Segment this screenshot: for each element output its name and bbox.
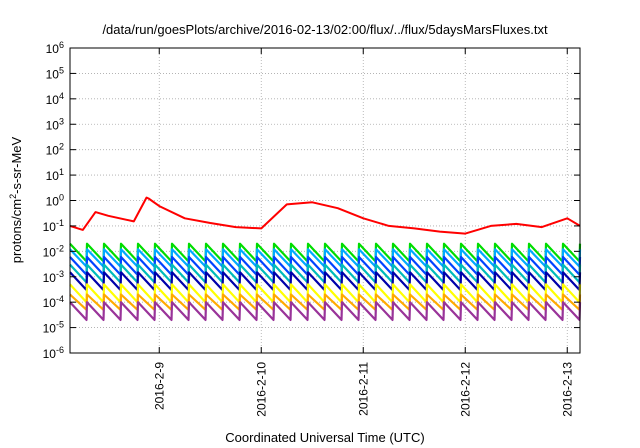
x-tick-label: 2016-2-10 bbox=[254, 362, 268, 417]
y-axis-label-sup: 2 bbox=[8, 194, 18, 199]
x-tick-label: 2016-2-12 bbox=[458, 362, 472, 417]
y-axis-label-base: protons/cm bbox=[9, 199, 24, 263]
y-tick-label: 10-1 bbox=[43, 218, 64, 234]
y-tick-label: 105 bbox=[46, 65, 64, 81]
series-line-1 bbox=[69, 196, 581, 235]
chart-title: /data/run/goesPlots/archive/2016-02-13/0… bbox=[102, 22, 548, 37]
x-tick-label: 2016-2-9 bbox=[152, 362, 166, 410]
y-tick-label: 102 bbox=[46, 142, 64, 158]
y-tick-label: 103 bbox=[46, 116, 64, 132]
y-tick-label: 10-6 bbox=[43, 345, 64, 361]
series-line-4 bbox=[69, 255, 582, 276]
y-tick-label: 10-5 bbox=[43, 320, 64, 336]
series-line-6 bbox=[69, 271, 582, 292]
y-tick-label: 100 bbox=[46, 193, 64, 209]
series-line-5 bbox=[69, 263, 582, 284]
y-tick-label: 10-4 bbox=[43, 294, 64, 310]
y-tick-label: 101 bbox=[46, 167, 64, 183]
y-tick-label: 10-2 bbox=[43, 243, 64, 259]
series-line-7 bbox=[69, 283, 582, 304]
y-axis: 106 105 104 103 102 101 100 10-1 10-2 10-3 10-4 10-… bbox=[43, 40, 580, 361]
y-tick-label: 104 bbox=[46, 91, 64, 107]
y-tick-label: 10-3 bbox=[43, 269, 64, 285]
x-tick-label: 2016-2-11 bbox=[356, 362, 370, 416]
series-line-2 bbox=[69, 242, 582, 263]
plot-series bbox=[69, 196, 582, 321]
y-axis-label-rest: -s-sr-MeV bbox=[9, 136, 24, 193]
y-tick-label: 106 bbox=[46, 40, 64, 56]
x-tick-label: 2016-2-13 bbox=[560, 362, 574, 417]
x-axis-label: Coordinated Universal Time (UTC) bbox=[225, 430, 424, 445]
y-axis-label: protons/cm2-s-sr-MeV bbox=[8, 136, 24, 263]
series-line-9 bbox=[69, 301, 582, 321]
x-axis: 2016-2-9 2016-2-10 2016-2-11 2016-2-12 2016-… bbox=[152, 48, 574, 417]
series-line-3 bbox=[69, 248, 582, 268]
series-line-8 bbox=[69, 293, 582, 311]
